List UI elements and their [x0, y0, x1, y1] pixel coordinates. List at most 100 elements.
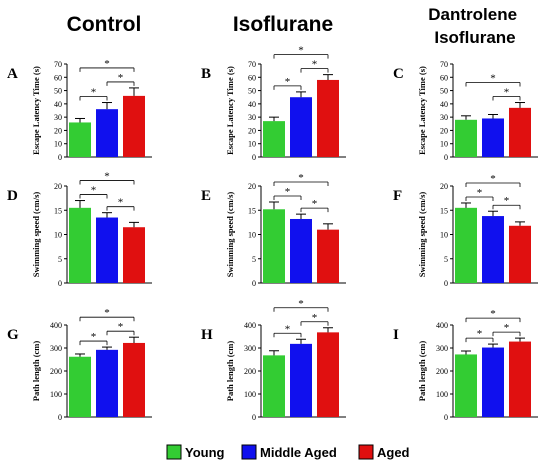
y-tick-label: 100 — [50, 390, 62, 399]
panels: A Escape Latency Time (s)010203040506070*… — [7, 45, 538, 422]
panel-f: F Swimming speed (cm/s) 0 5 10 15 20 * * * — [393, 173, 538, 288]
y-tick-label: 70 — [54, 60, 62, 69]
y-tick-label: 200 — [244, 367, 256, 376]
y-tick-label: 0 — [252, 279, 256, 288]
y-tick-label: 70 — [248, 60, 256, 69]
y-axis-label: Escape Latency Time (s) — [225, 66, 235, 155]
bar-aged — [123, 342, 145, 417]
y-tick-label: 40 — [54, 100, 62, 109]
significance-star: * — [312, 312, 318, 324]
significance-star: * — [504, 87, 510, 99]
y-tick-label: 10 — [440, 140, 448, 149]
bar-aged — [317, 229, 339, 283]
y-tick-label: 30 — [248, 113, 256, 122]
bar-middle-aged — [290, 97, 312, 157]
y-tick-label: 10 — [54, 231, 62, 240]
y-tick-label: 50 — [440, 87, 448, 96]
y-axis-label: Swimming speed (cm/s) — [31, 192, 41, 278]
bar-aged — [509, 341, 531, 417]
bar-aged — [317, 332, 339, 417]
significance-star: * — [91, 87, 97, 99]
significance-star: * — [298, 298, 304, 310]
significance-star: * — [504, 195, 510, 207]
y-tick-label: 0 — [444, 279, 448, 288]
bar-aged — [123, 95, 145, 157]
y-axis-label: Path length (cm) — [31, 341, 41, 402]
column-title-control: Control — [67, 13, 142, 36]
significance-star: * — [104, 307, 110, 319]
y-tick-label: 20 — [440, 126, 448, 135]
y-tick-label: 0 — [444, 413, 448, 422]
bar-middle-aged — [482, 216, 504, 283]
panel-letter: B — [201, 66, 211, 82]
y-tick-label: 20 — [248, 126, 256, 135]
bar-middle-aged — [96, 349, 118, 417]
y-tick-label: 400 — [436, 321, 448, 330]
significance-star: * — [477, 328, 483, 340]
panel-letter: H — [201, 327, 213, 343]
significance-star: * — [285, 76, 291, 88]
bar-middle-aged — [482, 347, 504, 417]
bar-young — [455, 119, 477, 157]
bar-young — [69, 122, 91, 157]
significance-star: * — [312, 59, 318, 71]
bar-young — [263, 121, 285, 157]
legend: Young Middle Aged Aged — [166, 444, 410, 460]
y-tick-label: 40 — [440, 100, 448, 109]
bar-middle-aged — [96, 109, 118, 157]
panel-letter: D — [7, 188, 18, 204]
y-tick-label: 20 — [54, 126, 62, 135]
panel-letter: F — [393, 188, 402, 204]
y-tick-label: 15 — [440, 206, 448, 215]
y-tick-label: 30 — [54, 113, 62, 122]
y-tick-label: 0 — [444, 153, 448, 162]
y-tick-label: 30 — [440, 113, 448, 122]
significance-star: * — [490, 308, 496, 320]
significance-star: * — [490, 73, 496, 85]
bar-young — [455, 354, 477, 417]
y-tick-label: 40 — [248, 100, 256, 109]
legend-swatch-middle-aged — [241, 444, 257, 460]
y-tick-label: 0 — [58, 413, 62, 422]
y-tick-label: 0 — [252, 153, 256, 162]
panel-letter: C — [393, 66, 404, 82]
y-tick-label: 10 — [248, 231, 256, 240]
y-tick-label: 100 — [436, 390, 448, 399]
bar-young — [69, 207, 91, 283]
significance-star: * — [104, 58, 110, 70]
bar-aged — [509, 225, 531, 283]
panel-letter: E — [201, 188, 211, 204]
y-tick-label: 60 — [54, 73, 62, 82]
y-tick-label: 10 — [440, 231, 448, 240]
y-tick-label: 200 — [50, 367, 62, 376]
significance-star: * — [298, 172, 304, 184]
significance-star: * — [285, 186, 291, 198]
significance-star: * — [118, 197, 124, 209]
panel-c: C Escape Latency Time (s) 0 10 20 30 40 50 60 70 *… — [393, 60, 538, 162]
y-tick-label: 10 — [54, 140, 62, 149]
panel-letter: I — [393, 327, 399, 343]
y-tick-label: 50 — [248, 87, 256, 96]
bar-young — [455, 207, 477, 283]
bar-aged — [509, 107, 531, 157]
y-axis-label: Escape Latency Time (s) — [417, 66, 427, 155]
legend-label-aged: Aged — [377, 445, 410, 460]
legend-swatch-aged — [358, 444, 374, 460]
significance-star: * — [477, 187, 483, 199]
bar-middle-aged — [290, 343, 312, 417]
y-tick-label: 10 — [248, 140, 256, 149]
legend-label-young: Young — [185, 445, 225, 460]
y-axis-label: Path length (cm) — [225, 341, 235, 402]
bar-young — [69, 356, 91, 417]
bar-middle-aged — [290, 218, 312, 283]
legend-swatch-young — [166, 444, 182, 460]
y-tick-label: 200 — [436, 367, 448, 376]
y-tick-label: 300 — [50, 344, 62, 353]
significance-star: * — [490, 173, 496, 185]
y-tick-label: 100 — [244, 390, 256, 399]
bar-aged — [123, 227, 145, 283]
y-axis-label: Path length (cm) — [417, 341, 427, 402]
y-tick-label: 5 — [58, 255, 62, 264]
significance-star: * — [298, 45, 304, 57]
